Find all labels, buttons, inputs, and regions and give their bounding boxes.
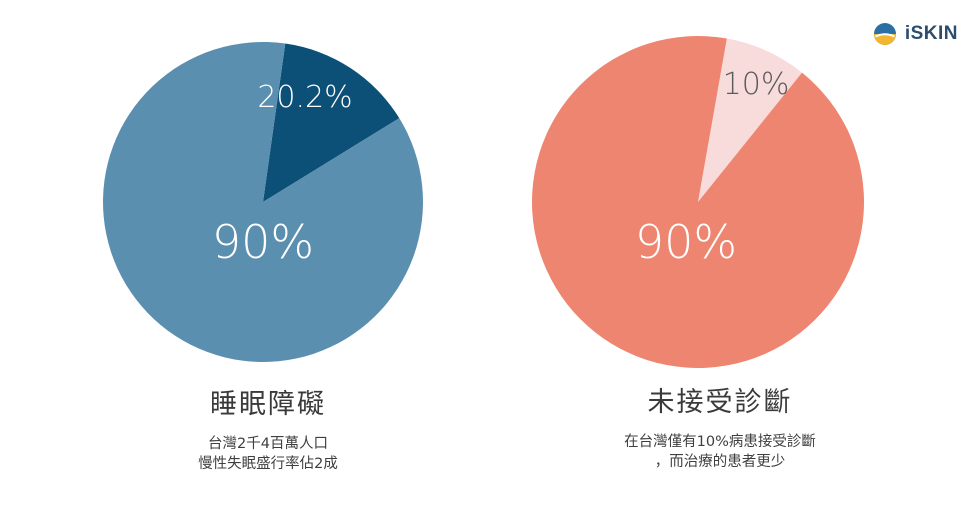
logo-icon	[873, 23, 896, 45]
pie-slice-0-0	[263, 43, 400, 202]
caption-left: 睡眠障礙 台灣2千4百萬人口 慢性失眠盛行率佔2成	[163, 388, 373, 474]
caption-left-line-2: 慢性失眠盛行率佔2成	[198, 456, 338, 472]
pie-label-0-0: 20.2%	[257, 80, 352, 115]
brand-name: iSKIN	[904, 23, 958, 44]
brand-logo: iSKIN	[873, 22, 958, 46]
chart-title-right: 未接受診斷	[647, 387, 793, 418]
pie-chart-sleep-disorder: 20.2% 90%	[102, 41, 423, 362]
pie-label-0-1: 90%	[212, 215, 314, 269]
caption-right-line-2: ，而治療的患者更少	[654, 454, 786, 470]
pie-slice-1-0	[698, 38, 803, 202]
caption-left-line-1: 台灣2千4百萬人口	[208, 436, 328, 452]
pie-chart-undiagnosed: 10% 90%	[531, 35, 864, 369]
pie-slice-0-1	[102, 41, 423, 362]
chart-title-left: 睡眠障礙	[210, 389, 326, 420]
pie-slice-1-1	[531, 35, 864, 369]
pie-label-1-1: 90%	[635, 215, 737, 269]
pie-label-1-0: 10%	[723, 67, 790, 102]
caption-right-line-1: 在台灣僅有10%病患接受診斷	[624, 434, 816, 450]
caption-right: 未接受診斷 在台灣僅有10%病患接受診斷 ，而治療的患者更少	[590, 386, 850, 472]
